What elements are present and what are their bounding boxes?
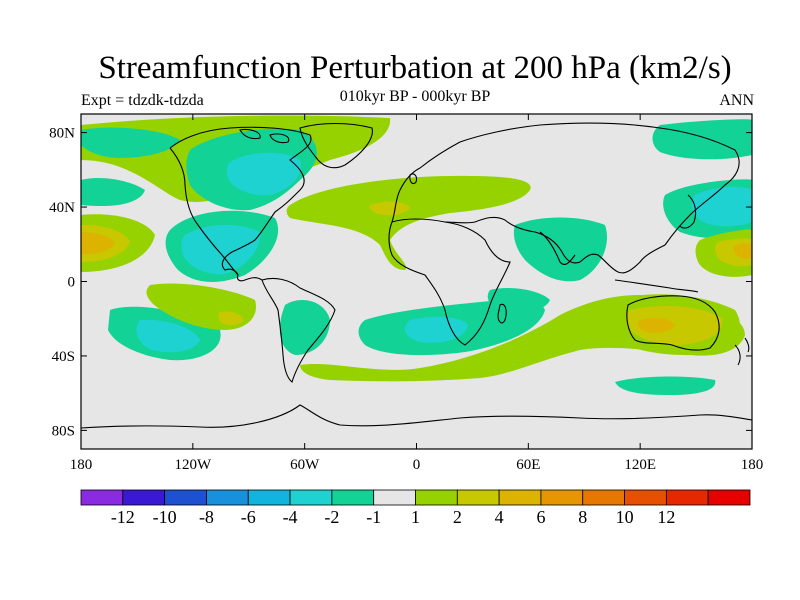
colorbar-swatch bbox=[624, 489, 667, 506]
coastline-south-america bbox=[261, 277, 336, 383]
contour-north-atlantic-core bbox=[369, 201, 410, 216]
contour-south-pacific-core bbox=[136, 319, 200, 353]
colorbar-swatch bbox=[665, 489, 709, 506]
negative-anomaly-regions bbox=[81, 115, 752, 395]
coastline-australia bbox=[626, 295, 720, 351]
coastline-north-america bbox=[169, 126, 312, 282]
colorbar-swatch bbox=[164, 489, 207, 506]
x-tick-label: 0 bbox=[413, 457, 421, 473]
colorbar-label: 6 bbox=[536, 507, 545, 527]
coastline-new-zealand bbox=[734, 337, 750, 366]
colorbar-label: 2 bbox=[453, 507, 462, 527]
colorbar-label: -6 bbox=[241, 507, 256, 527]
y-tick-label: 40N bbox=[49, 200, 75, 216]
contour-south-america bbox=[279, 300, 330, 355]
x-tick-label: 180 bbox=[741, 457, 764, 473]
coastline-madagascar bbox=[497, 303, 507, 324]
coastline-indonesia bbox=[614, 279, 699, 293]
colorbar-label: 1 bbox=[411, 507, 420, 527]
contour-west-pacific-core bbox=[733, 243, 752, 259]
contour-southern-ocean-east bbox=[615, 376, 716, 395]
x-tick-label: 120W bbox=[174, 457, 212, 473]
coastline-greenland bbox=[299, 123, 373, 169]
coastline-japan bbox=[679, 194, 697, 229]
contour-arctic-west bbox=[81, 127, 180, 158]
season-label: ANN bbox=[719, 92, 754, 109]
colorbar-label: -4 bbox=[283, 507, 298, 527]
contour-hudson-core bbox=[226, 152, 301, 196]
colorbar-swatch bbox=[707, 489, 751, 506]
colorbar-label: -10 bbox=[153, 507, 177, 527]
colorbar-swatch bbox=[289, 489, 333, 506]
contour-south-atlantic-core bbox=[404, 316, 468, 343]
coastline-eurasia bbox=[391, 122, 740, 274]
colorbar-label: -12 bbox=[111, 507, 135, 527]
contour-north-pacific-west bbox=[81, 178, 145, 207]
colorbar-label: -1 bbox=[366, 507, 381, 527]
colorbar-swatch bbox=[456, 489, 500, 506]
colorbar: -12 -10 -8 -6 -4 -2 -1 1 2 4 6 8 10 12 bbox=[80, 489, 751, 527]
contour-north-atlantic-high bbox=[286, 175, 531, 270]
contour-east-pacific-core bbox=[218, 311, 244, 326]
colorbar-label: 4 bbox=[495, 507, 504, 527]
x-tick-label: 180 bbox=[70, 457, 93, 473]
experiment-label: Expt = tdzdk-tdzda bbox=[81, 92, 204, 109]
colorbar-swatch bbox=[498, 489, 542, 506]
coastline-arctic-islands bbox=[239, 128, 290, 144]
contour-australia-core bbox=[637, 318, 675, 333]
colorbar-label: 8 bbox=[578, 507, 587, 527]
period-label: 010kyr BP - 000kyr BP bbox=[339, 88, 491, 105]
contour-north-pacific-high-core bbox=[81, 232, 115, 255]
coastline-north-america-west bbox=[169, 147, 239, 276]
colorbar-swatch bbox=[540, 489, 584, 506]
colorbar-swatch bbox=[247, 489, 291, 506]
colorbar-swatch bbox=[582, 489, 625, 506]
colorbar-label: -2 bbox=[324, 507, 339, 527]
y-tick-label: 80S bbox=[52, 423, 75, 439]
x-tick-label: 60W bbox=[290, 457, 320, 473]
colorbar-swatch bbox=[331, 489, 375, 506]
x-tick-label: 120E bbox=[624, 457, 656, 473]
colorbar-swatch bbox=[80, 489, 124, 506]
colorbar-swatch bbox=[206, 489, 249, 506]
coastline-uk bbox=[409, 173, 418, 185]
axis-ticks: 180 120W 60W 0 60E 120E 180 80N 40N 0 40S 80S bbox=[49, 114, 763, 473]
y-tick-label: 80N bbox=[49, 126, 75, 142]
colorbar-label: 10 bbox=[616, 507, 634, 527]
contour-arctic-east bbox=[652, 119, 752, 160]
positive-anomaly-regions bbox=[81, 175, 752, 382]
contour-japan-core bbox=[691, 186, 752, 227]
contour-southern-indian bbox=[487, 288, 550, 313]
y-tick-label: 40S bbox=[52, 349, 75, 365]
colorbar-label: 12 bbox=[657, 507, 675, 527]
coastline-antarctica bbox=[81, 404, 752, 429]
colorbar-swatch bbox=[122, 489, 166, 506]
map-title: Streamfunction Perturbation at 200 hPa (… bbox=[98, 50, 732, 86]
x-tick-label: 60E bbox=[516, 457, 540, 473]
colorbar-swatch bbox=[373, 489, 416, 506]
colorbar-swatch bbox=[415, 489, 458, 506]
y-tick-label: 0 bbox=[68, 275, 76, 291]
colorbar-label: -8 bbox=[199, 507, 214, 527]
coastline-africa bbox=[388, 218, 511, 346]
contour-fields bbox=[81, 115, 752, 429]
coastlines bbox=[81, 122, 752, 429]
coastline-india bbox=[539, 231, 576, 265]
contour-caribbean-core bbox=[181, 224, 261, 275]
